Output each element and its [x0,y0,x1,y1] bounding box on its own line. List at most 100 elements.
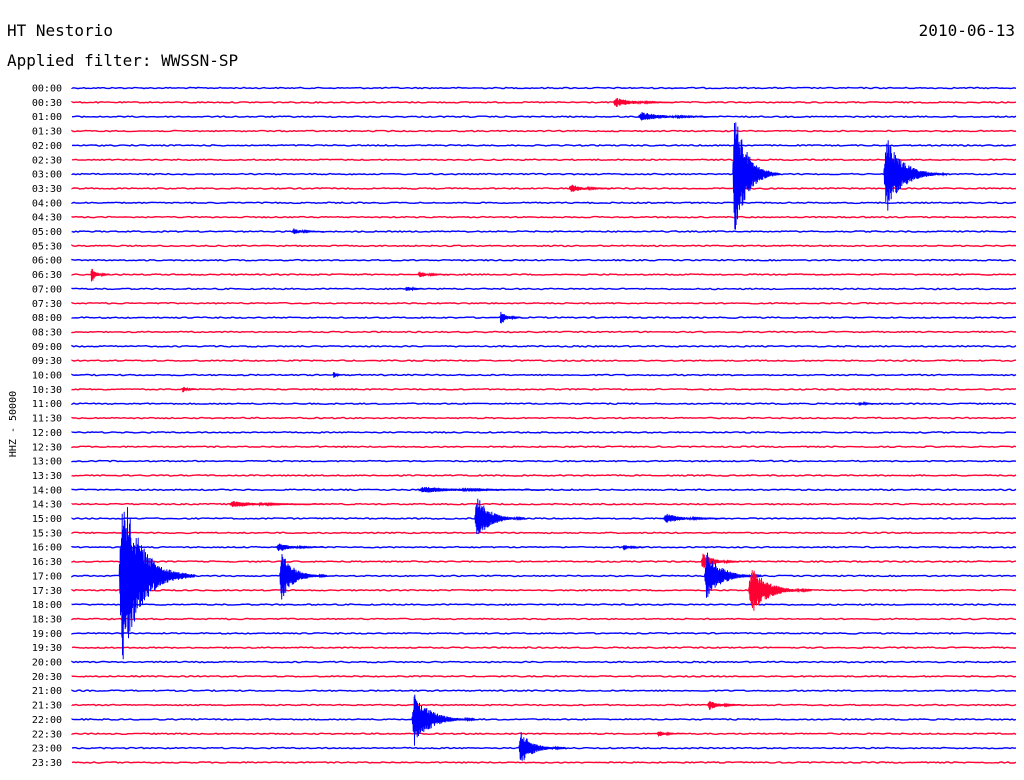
event-burst [229,500,324,507]
event-burst [474,498,526,535]
tick-label: 03:30 [32,184,62,195]
tick-label: 04:00 [32,198,62,209]
trace-line [71,144,1016,147]
tick-label: 17:30 [32,586,62,597]
trace-line [71,660,1017,664]
tick-label: 08:00 [32,313,62,324]
trace-line [71,531,1017,535]
tick-label: 22:00 [32,715,62,726]
trace-line [71,158,1017,162]
trace-line [71,258,1017,262]
tick-label: 18:00 [32,600,62,611]
tick-label: 19:00 [32,629,62,640]
trace-line [71,129,1017,133]
tick-label: 01:30 [32,127,62,138]
event-burst [656,731,683,737]
event-burst [276,543,324,552]
trace-line [71,502,1017,506]
trace-line [71,344,1017,348]
event-burst [405,286,425,292]
tick-label: 21:00 [32,686,62,697]
tick-label: 14:30 [32,500,62,511]
trace-line [71,574,1017,578]
tick-label: 18:30 [32,614,62,625]
trace-line [71,215,1017,219]
trace-line [71,703,1017,707]
trace-line [71,301,1017,305]
trace-line [71,359,1017,362]
trace-line [71,718,1017,721]
trace-line [71,172,1017,176]
trace-line [71,287,1017,291]
trace-line [71,631,1017,635]
tick-label: 20:00 [32,658,62,669]
event-burst [707,701,746,710]
tick-label: 09:30 [32,356,62,367]
tick-label: 10:00 [32,371,62,382]
trace-line [71,675,1017,678]
event-burst [411,694,476,746]
tick-label: 04:30 [32,213,62,224]
event-burst [417,487,544,493]
trace-line [71,646,1016,649]
trace-line [71,201,1017,205]
trace-line [71,603,1017,607]
station-title: HT Nestorio [7,21,113,40]
tick-label: 20:30 [32,672,62,683]
trace-line [71,474,1017,477]
event-burst [332,372,343,378]
event-burst [518,732,567,761]
tick-label: 17:00 [32,571,62,582]
tick-label: 05:30 [32,241,62,252]
tick-label: 13:30 [32,471,62,482]
event-burst [417,271,450,278]
event-burst [118,507,196,660]
tick-label: 05:00 [32,227,62,238]
trace-line [71,373,1017,377]
record-date: 2010-06-13 [918,21,1015,40]
trace-line [71,330,1017,334]
tick-label: 16:00 [32,543,62,554]
trace-line [71,416,1017,420]
tick-label: 08:30 [32,327,62,338]
trace-line [71,431,1017,434]
event-burst [622,545,645,551]
channel-label: HHZ - 50000 [8,391,19,457]
trace-line [71,459,1017,463]
tick-label: 11:00 [32,399,62,410]
tick-label: 06:30 [32,270,62,281]
trace-line [71,273,1017,276]
trace-line [71,761,1017,764]
tick-label: 11:30 [32,414,62,425]
trace-line [71,316,1017,319]
trace-line [71,732,1017,736]
trace-line [71,230,1017,233]
trace-line [71,588,1017,592]
event-burst [858,401,878,407]
tick-label: 13:00 [32,457,62,468]
trace-line [71,689,1017,693]
trace-line [71,617,1017,621]
trace-line [71,187,1017,190]
tick-label: 01:00 [32,112,62,123]
tick-label: 00:00 [32,84,62,95]
event-burst [732,122,781,230]
tick-label: 23:30 [32,758,62,769]
event-burst [499,311,523,324]
tick-label: 14:00 [32,485,62,496]
event-burst [883,140,948,211]
tick-label: 02:30 [32,155,62,166]
tick-label: 22:30 [32,729,62,740]
filter-label: Applied filter: WWSSN-SP [7,51,239,70]
event-burst [748,570,812,611]
trace-line [71,100,1017,104]
tick-label: 23:00 [32,744,62,755]
event-burst [568,184,617,192]
tick-label: 10:30 [32,385,62,396]
tick-label: 09:00 [32,342,62,353]
tick-label: 15:00 [32,514,62,525]
tick-label: 12:30 [32,442,62,453]
tick-label: 06:00 [32,256,62,267]
tick-label: 00:30 [32,98,62,109]
